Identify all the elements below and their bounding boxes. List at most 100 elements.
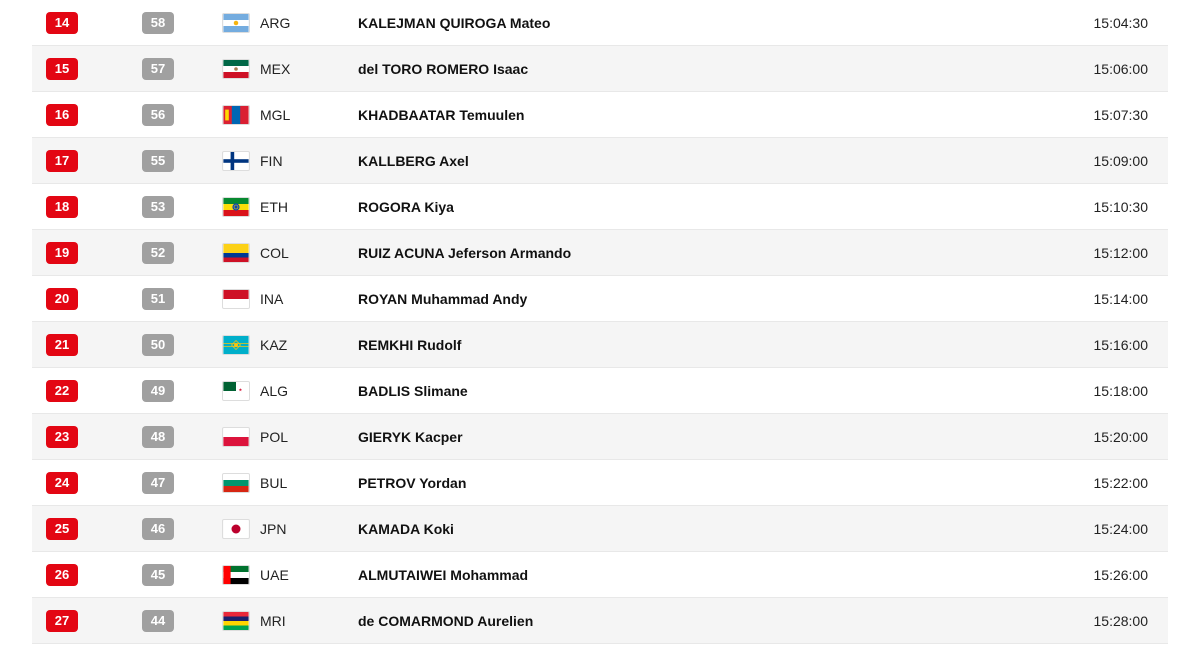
country-code: BUL [260,475,287,491]
flag-icon [222,59,250,79]
flag-icon [222,519,250,539]
bib-badge: 44 [142,610,174,632]
table-row: 26 45 UAE ALMUTAIWEI Mohammad 15:26:00 [32,552,1168,598]
rider-name: ROGORA Kiya [352,199,1048,215]
flag-icon [222,565,250,585]
rider-name: ROYAN Muhammad Andy [352,291,1048,307]
start-time: 15:22:00 [1048,475,1168,491]
country-cell: POL [222,427,352,447]
rider-name: de COMARMOND Aurelien [352,613,1048,629]
table-row: 16 56 MGL KHADBAATAR Temuulen 15:07:30 [32,92,1168,138]
country-cell: ALG [222,381,352,401]
flag-icon [222,335,250,355]
bib-badge: 47 [142,472,174,494]
country-code: ALG [260,383,288,399]
country-cell: MEX [222,59,352,79]
bib-badge: 46 [142,518,174,540]
country-code: FIN [260,153,283,169]
flag-icon [222,381,250,401]
rider-name: ALMUTAIWEI Mohammad [352,567,1048,583]
table-row: 17 55 FIN KALLBERG Axel 15:09:00 [32,138,1168,184]
country-code: MGL [260,107,290,123]
country-code: JPN [260,521,286,537]
rank-badge: 22 [46,380,78,402]
country-cell: BUL [222,473,352,493]
rider-name: KALEJMAN QUIROGA Mateo [352,15,1048,31]
flag-icon [222,289,250,309]
bib-badge: 49 [142,380,174,402]
country-cell: JPN [222,519,352,539]
bib-badge: 50 [142,334,174,356]
rider-name: PETROV Yordan [352,475,1048,491]
flag-icon [222,13,250,33]
country-code: INA [260,291,283,307]
country-cell: COL [222,243,352,263]
table-row: 19 52 COL RUIZ ACUNA Jeferson Armando 15… [32,230,1168,276]
start-time: 15:07:30 [1048,107,1168,123]
start-time: 15:18:00 [1048,383,1168,399]
rank-badge: 27 [46,610,78,632]
country-code: MRI [260,613,286,629]
bib-badge: 55 [142,150,174,172]
table-row: 18 53 ETH ROGORA Kiya 15:10:30 [32,184,1168,230]
country-cell: UAE [222,565,352,585]
flag-icon [222,197,250,217]
rank-badge: 20 [46,288,78,310]
bib-badge: 52 [142,242,174,264]
rider-name: KALLBERG Axel [352,153,1048,169]
table-row: 21 50 KAZ REMKHI Rudolf 15:16:00 [32,322,1168,368]
table-row: 23 48 POL GIERYK Kacper 15:20:00 [32,414,1168,460]
start-time: 15:16:00 [1048,337,1168,353]
rank-badge: 26 [46,564,78,586]
start-time: 15:10:30 [1048,199,1168,215]
rank-badge: 18 [46,196,78,218]
rider-name: GIERYK Kacper [352,429,1048,445]
start-time: 15:04:30 [1048,15,1168,31]
country-code: KAZ [260,337,287,353]
flag-icon [222,243,250,263]
country-cell: MRI [222,611,352,631]
rider-name: REMKHI Rudolf [352,337,1048,353]
flag-icon [222,427,250,447]
table-row: 15 57 MEX del TORO ROMERO Isaac 15:06:00 [32,46,1168,92]
flag-icon [222,151,250,171]
start-time: 15:14:00 [1048,291,1168,307]
bib-badge: 45 [142,564,174,586]
table-row: 14 58 ARG KALEJMAN QUIROGA Mateo 15:04:3… [32,0,1168,46]
table-row: 25 46 JPN KAMADA Koki 15:24:00 [32,506,1168,552]
country-code: ETH [260,199,288,215]
flag-icon [222,473,250,493]
table-row: 24 47 BUL PETROV Yordan 15:22:00 [32,460,1168,506]
rider-name: KAMADA Koki [352,521,1048,537]
table-row: 27 44 MRI de COMARMOND Aurelien 15:28:00 [32,598,1168,644]
start-time: 15:24:00 [1048,521,1168,537]
bib-badge: 48 [142,426,174,448]
rank-badge: 14 [46,12,78,34]
country-code: MEX [260,61,290,77]
results-table: 14 58 ARG KALEJMAN QUIROGA Mateo 15:04:3… [32,0,1168,644]
country-cell: ARG [222,13,352,33]
country-cell: FIN [222,151,352,171]
country-cell: INA [222,289,352,309]
rank-badge: 24 [46,472,78,494]
bib-badge: 53 [142,196,174,218]
rank-badge: 21 [46,334,78,356]
flag-icon [222,105,250,125]
rank-badge: 19 [46,242,78,264]
start-time: 15:28:00 [1048,613,1168,629]
flag-icon [222,611,250,631]
country-code: ARG [260,15,290,31]
rider-name: del TORO ROMERO Isaac [352,61,1048,77]
country-code: POL [260,429,288,445]
country-cell: MGL [222,105,352,125]
country-cell: KAZ [222,335,352,355]
start-time: 15:12:00 [1048,245,1168,261]
start-time: 15:09:00 [1048,153,1168,169]
bib-badge: 51 [142,288,174,310]
rank-badge: 23 [46,426,78,448]
bib-badge: 58 [142,12,174,34]
start-time: 15:06:00 [1048,61,1168,77]
rank-badge: 17 [46,150,78,172]
table-row: 20 51 INA ROYAN Muhammad Andy 15:14:00 [32,276,1168,322]
table-row: 22 49 ALG BADLIS Slimane 15:18:00 [32,368,1168,414]
